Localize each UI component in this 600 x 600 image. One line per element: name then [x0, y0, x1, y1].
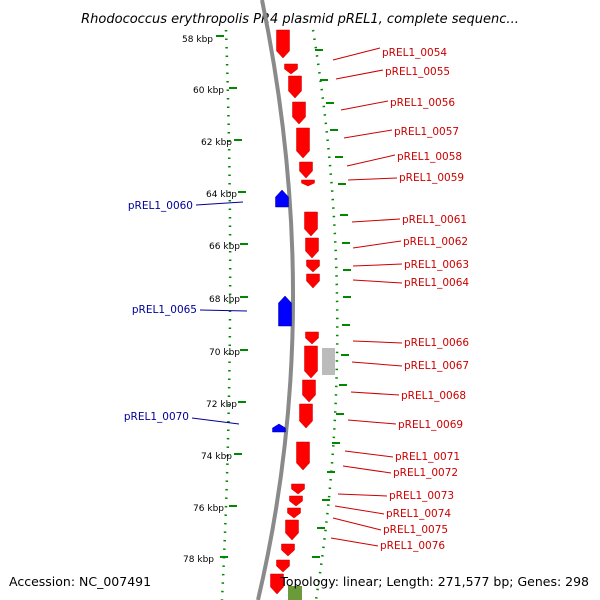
kbp-label: 76 kbp	[193, 504, 224, 514]
gene-label[interactable]: pREL1_0071	[395, 451, 460, 463]
forward-gene-arrow	[296, 441, 310, 471]
forward-gene-arrow	[305, 237, 319, 259]
accession-label: Accession: NC_007491	[9, 574, 151, 589]
reverse-gene-labels: pREL1_0060 pREL1_0065 pREL1_0070	[124, 200, 197, 423]
gene-label[interactable]: pREL1_0055	[385, 66, 450, 78]
leader-line	[347, 419, 397, 425]
label-leaders	[191, 47, 403, 547]
gene-features	[270, 29, 335, 600]
leader-line	[352, 340, 403, 344]
leader-line	[337, 493, 388, 497]
leader-line	[352, 279, 403, 284]
leader-line	[191, 417, 240, 425]
ruler-arc-outer	[311, 29, 339, 600]
forward-gene-arrow	[270, 573, 284, 595]
forward-gene-arrow	[296, 127, 310, 159]
forward-gene-arrow	[304, 211, 318, 237]
kbp-label: 72 kbp	[206, 400, 237, 410]
forward-gene-arrow	[276, 29, 290, 59]
kbp-label: 66 kbp	[209, 242, 240, 252]
forward-gene-arrow	[299, 161, 313, 179]
forward-gene-arrow	[299, 403, 313, 429]
forward-gene-arrow	[287, 507, 301, 519]
backbone-line	[256, 0, 296, 600]
leader-line	[347, 177, 398, 181]
gene-label[interactable]: pREL1_0068	[401, 390, 466, 402]
forward-gene-arrow	[281, 543, 295, 557]
gene-label[interactable]: pREL1_0054	[382, 47, 447, 59]
gene-label[interactable]: pREL1_0061	[402, 214, 467, 226]
gene-label[interactable]: pREL1_0070	[124, 411, 189, 423]
gene-label[interactable]: pREL1_0059	[399, 172, 464, 184]
leader-line	[332, 47, 381, 61]
reverse-gene-arrow	[275, 189, 289, 208]
forward-gene-arrow	[305, 331, 319, 345]
map-title: Rhodococcus erythropolis PR4 plasmid pRE…	[81, 12, 519, 27]
gene-label[interactable]: pREL1_0066	[404, 337, 469, 349]
leader-line	[352, 263, 403, 267]
forward-gene-arrow	[285, 519, 299, 541]
gene-label[interactable]: pREL1_0069	[398, 419, 463, 431]
gene-label[interactable]: pREL1_0072	[393, 467, 458, 479]
leader-line	[334, 505, 385, 515]
gene-label[interactable]: pREL1_0076	[380, 540, 445, 552]
leader-line	[351, 361, 403, 367]
leader-line	[342, 465, 392, 474]
gene-label[interactable]: pREL1_0060	[128, 200, 193, 212]
forward-gene-arrow	[292, 101, 306, 125]
leader-line	[344, 450, 394, 458]
kbp-label: 70 kbp	[209, 348, 240, 358]
gene-label[interactable]: pREL1_0063	[404, 259, 469, 271]
gene-label[interactable]: pREL1_0067	[404, 360, 469, 372]
kbp-label: 62 kbp	[201, 138, 232, 148]
gene-label[interactable]: pREL1_0075	[383, 524, 448, 536]
topology-label: Topology: linear; Length: 271,577 bp; Ge…	[279, 574, 589, 589]
forward-gene-arrow	[288, 75, 302, 99]
other-feature-block	[322, 348, 335, 375]
leader-line	[346, 154, 396, 167]
partial-feature-block	[288, 586, 302, 600]
gene-label[interactable]: pREL1_0062	[403, 236, 468, 248]
leader-line	[351, 218, 401, 223]
gene-label[interactable]: pREL1_0065	[132, 304, 197, 316]
ruler-ticks	[216, 35, 351, 558]
forward-gene-arrow	[306, 259, 320, 273]
kbp-label: 78 kbp	[183, 555, 214, 565]
leader-line	[330, 537, 379, 547]
gene-label[interactable]: pREL1_0064	[404, 277, 469, 289]
kbp-axis-labels: 58 kbp 60 kbp 62 kbp 64 kbp 66 kbp 68 kb…	[182, 35, 240, 565]
ruler-arc-inner	[220, 29, 232, 600]
leader-line	[352, 240, 402, 249]
forward-gene-arrow	[301, 179, 315, 187]
gene-label[interactable]: pREL1_0057	[394, 126, 459, 138]
kbp-label: 58 kbp	[182, 35, 213, 45]
reverse-gene-arrow	[278, 295, 292, 327]
leader-line	[195, 201, 244, 206]
gene-label[interactable]: pREL1_0073	[389, 490, 454, 502]
kbp-label: 68 kbp	[209, 295, 240, 305]
forward-gene-arrow	[289, 495, 303, 507]
leader-line	[335, 69, 384, 80]
leader-line	[343, 129, 393, 139]
forward-gene-arrow	[304, 345, 318, 379]
forward-gene-labels: pREL1_0054 pREL1_0055 pREL1_0056 pREL1_0…	[380, 47, 469, 552]
leader-line	[199, 309, 248, 312]
kbp-label: 60 kbp	[193, 86, 224, 96]
forward-gene-arrow	[284, 63, 298, 75]
forward-gene-arrow	[306, 273, 320, 289]
reverse-gene-arrow	[272, 423, 286, 433]
kbp-label: 64 kbp	[206, 190, 237, 200]
leader-line	[332, 517, 382, 531]
leader-line	[350, 391, 400, 396]
gene-label[interactable]: pREL1_0074	[386, 508, 451, 520]
leader-line	[340, 100, 389, 111]
gene-label[interactable]: pREL1_0056	[390, 97, 455, 109]
forward-gene-arrow	[276, 559, 290, 573]
gene-label[interactable]: pREL1_0058	[397, 151, 462, 163]
kbp-label: 74 kbp	[201, 452, 232, 462]
forward-gene-arrow	[302, 379, 316, 403]
forward-gene-arrow	[291, 483, 305, 495]
